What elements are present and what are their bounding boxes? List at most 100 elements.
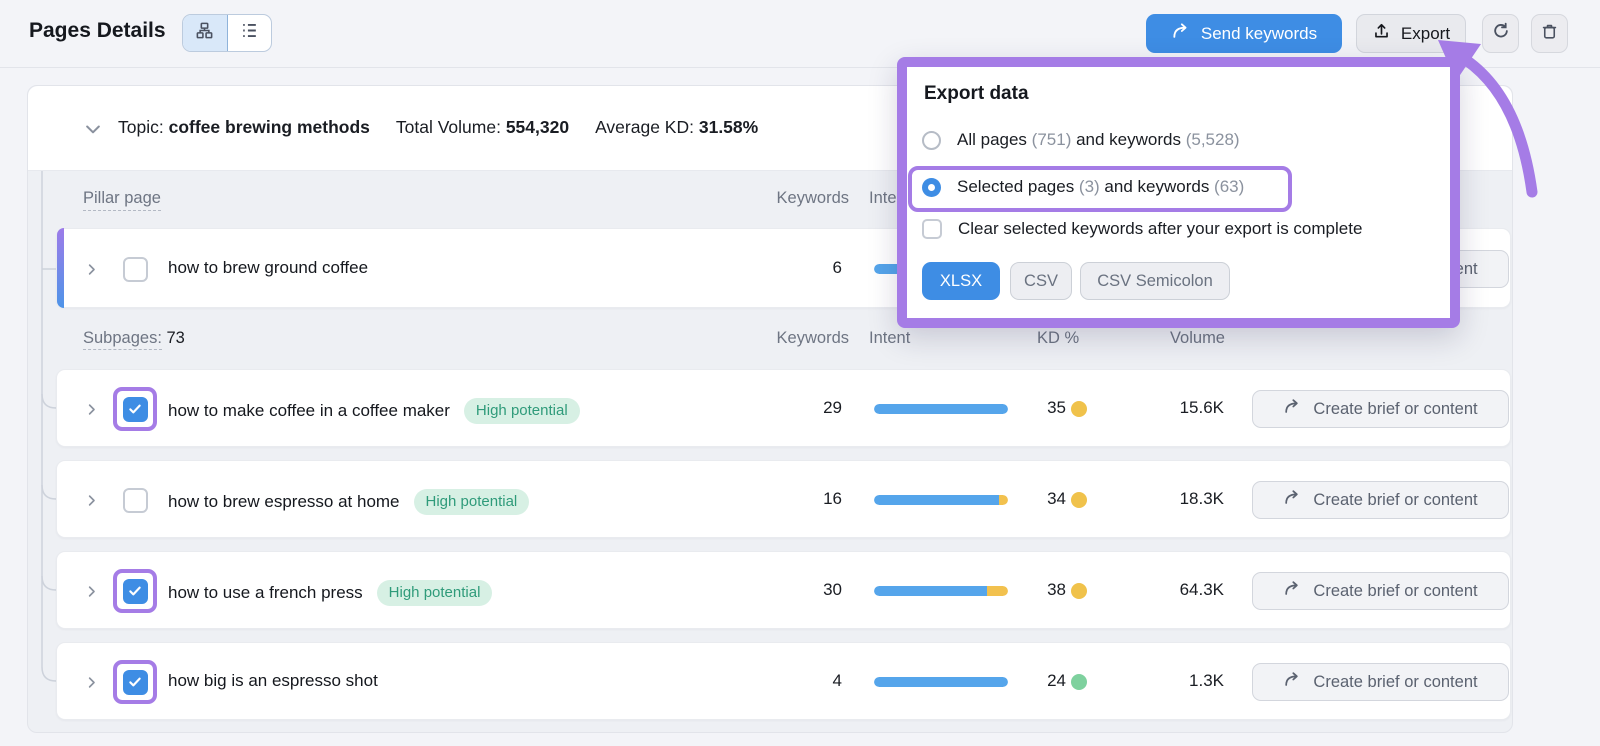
create-brief-button[interactable]: Create brief or content xyxy=(1252,572,1509,610)
export-option-selected-label: Selected pages (3) and keywords (63) xyxy=(957,177,1245,196)
view-toggle xyxy=(182,14,272,52)
row-checkbox[interactable] xyxy=(122,396,148,422)
export-xlsx-button[interactable]: XLSX xyxy=(922,262,1000,300)
keywords-cell: 29 xyxy=(823,398,842,417)
create-brief-button[interactable]: Create brief or content xyxy=(1252,481,1509,519)
checkbox-highlight xyxy=(113,569,157,613)
chevron-right-icon[interactable] xyxy=(84,675,99,695)
page-title-cell[interactable]: how to make coffee in a coffee maker High… xyxy=(168,398,580,424)
table-row: how to make coffee in a coffee maker High… xyxy=(56,369,1511,447)
radio-selected-icon[interactable] xyxy=(922,177,941,197)
chevron-right-icon[interactable] xyxy=(84,493,99,513)
create-arrow-icon xyxy=(1283,670,1302,694)
page-title-cell[interactable]: how to brew ground coffee xyxy=(168,258,369,277)
col-kd-header-2: KD % xyxy=(1037,329,1080,347)
kd-dot xyxy=(1071,674,1087,690)
checkbox-highlight xyxy=(113,247,157,291)
send-keywords-button[interactable]: Send keywords xyxy=(1146,14,1342,53)
average-kd-text: Average KD: 31.58% xyxy=(595,117,759,137)
volume-cell: 18.3K xyxy=(1179,489,1224,508)
export-label: Export xyxy=(1400,23,1451,43)
pillar-accent-bar xyxy=(57,228,64,308)
keywords-cell: 16 xyxy=(823,489,842,508)
col-intent-header-2: Intent xyxy=(869,329,911,347)
create-brief-button[interactable]: Create brief or content xyxy=(1252,663,1509,701)
create-brief-label: Create brief or content xyxy=(1313,581,1478,600)
pillar-page-header[interactable]: Pillar page xyxy=(83,189,161,211)
average-kd-value: 31.58% xyxy=(698,117,759,137)
export-option-all-label: All pages (751) and keywords (5,528) xyxy=(957,130,1240,149)
top-bar: Pages Details xyxy=(0,0,1600,68)
clear-keywords-label: Clear selected keywords after your expor… xyxy=(958,219,1363,238)
table-row: how to use a french press High potential … xyxy=(56,551,1511,629)
volume-cell: 15.6K xyxy=(1179,398,1224,417)
page-title-cell[interactable]: how big is an espresso shot xyxy=(168,671,378,690)
create-brief-button[interactable]: Create brief or content xyxy=(1252,390,1509,428)
total-volume-value: 554,320 xyxy=(505,117,570,137)
radio-unselected-icon[interactable] xyxy=(922,130,941,150)
export-csv-semicolon-button[interactable]: CSV Semicolon xyxy=(1080,262,1230,300)
volume-cell: 1.3K xyxy=(1189,671,1224,690)
list-icon xyxy=(240,21,259,45)
export-option-selected[interactable]: Selected pages (3) and keywords (63) xyxy=(922,177,1244,197)
col-keywords-header-2: Keywords xyxy=(776,329,849,347)
intent-bar xyxy=(874,586,1008,596)
potential-badge: High potential xyxy=(413,489,530,515)
refresh-icon xyxy=(1491,21,1511,46)
send-keywords-label: Send keywords xyxy=(1200,23,1318,43)
kd-cell: 24 xyxy=(1047,671,1066,690)
list-view-button[interactable] xyxy=(228,15,272,51)
checkbox-highlight xyxy=(113,387,157,431)
collapse-chevron-down-icon[interactable] xyxy=(83,119,103,144)
col-volume-header-2: Volume xyxy=(1169,329,1225,347)
page-title: Pages Details xyxy=(29,19,166,42)
selected-option-highlight xyxy=(908,166,1292,212)
keywords-cell: 30 xyxy=(823,580,842,599)
volume-cell: 64.3K xyxy=(1179,580,1224,599)
checkbox-highlight xyxy=(113,660,157,704)
export-button[interactable]: Export xyxy=(1356,14,1466,53)
intent-bar xyxy=(874,495,1008,505)
row-checkbox[interactable] xyxy=(122,669,148,695)
create-arrow-icon xyxy=(1283,397,1302,421)
create-brief-label: Create brief or content xyxy=(1313,490,1478,509)
kd-cell: 38 xyxy=(1047,580,1066,599)
subpages-count: 73 xyxy=(166,329,185,347)
create-arrow-icon xyxy=(1283,488,1302,512)
row-checkbox[interactable] xyxy=(122,256,148,282)
intent-bar xyxy=(874,404,1008,414)
total-volume-text: Total Volume: 554,320 xyxy=(395,117,570,137)
create-brief-label: Create brief or content xyxy=(1313,672,1478,691)
kd-dot xyxy=(1071,401,1087,417)
clear-keywords-checkbox[interactable] xyxy=(922,219,942,239)
kd-cell: 35 xyxy=(1047,398,1066,417)
refresh-button[interactable] xyxy=(1482,14,1519,53)
export-csv-button[interactable]: CSV xyxy=(1010,262,1072,300)
export-option-all[interactable]: All pages (751) and keywords (5,528) xyxy=(922,130,1240,150)
hierarchy-view-button[interactable] xyxy=(183,15,228,51)
topic-value: coffee brewing methods xyxy=(168,117,370,137)
clear-keywords-option[interactable]: Clear selected keywords after your expor… xyxy=(922,219,1362,239)
kd-dot xyxy=(1071,583,1087,599)
subpages-label[interactable]: Subpages: 73 xyxy=(83,329,185,350)
export-popup: Export data All pages (751) and keywords… xyxy=(897,57,1460,328)
create-brief-label: Create brief or content xyxy=(1313,399,1478,418)
kd-cell: 34 xyxy=(1047,489,1066,508)
row-checkbox[interactable] xyxy=(122,487,148,513)
page-title-cell[interactable]: how to brew espresso at home High potenti… xyxy=(168,489,530,515)
pages-card: Topic: coffee brewing methods Total Volu… xyxy=(27,85,1513,733)
keywords-cell: 4 xyxy=(832,671,842,690)
trash-button[interactable] xyxy=(1531,14,1568,53)
hierarchy-icon xyxy=(195,21,214,45)
intent-bar xyxy=(874,677,1008,687)
trash-icon xyxy=(1540,22,1559,46)
chevron-right-icon[interactable] xyxy=(84,402,99,422)
send-arrow-icon xyxy=(1171,21,1191,46)
page-title-cell[interactable]: how to use a french press High potential xyxy=(168,580,493,606)
topic-text: Topic: coffee brewing methods xyxy=(118,117,370,137)
col-keywords-header: Keywords xyxy=(776,189,849,207)
row-checkbox[interactable] xyxy=(122,578,148,604)
chevron-right-icon[interactable] xyxy=(84,262,99,282)
potential-badge: High potential xyxy=(463,398,580,424)
chevron-right-icon[interactable] xyxy=(84,584,99,604)
